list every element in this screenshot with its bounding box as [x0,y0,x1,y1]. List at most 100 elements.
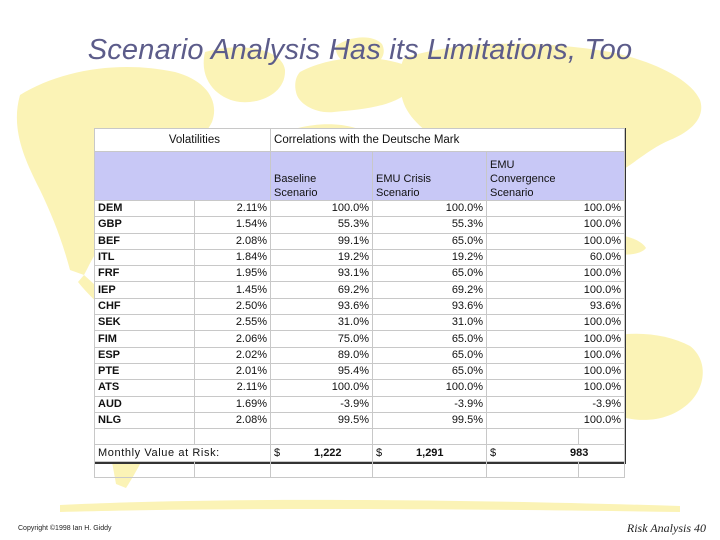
currency-rows: DEM 2.11% 100.0% 100.0% 100.0% GBP 1.54% 55.3% 5… [94,199,626,430]
var-crisis: $1,291 [372,444,488,462]
currency-code: DEM [94,199,195,218]
baseline-cell: 89.0% [270,346,374,364]
currency-code: ESP [94,346,195,364]
correlation-table: Volatilities Correlations with the Deuts… [93,128,626,479]
volatility-cell: 2.06% [193,330,272,348]
slide-title: Scenario Analysis Has its Limitations, T… [87,34,633,66]
volatility-cell: 2.11% [193,199,272,218]
baseline-cell: 93.1% [270,265,374,283]
emu-convergence-cell: -3.9% [486,395,626,413]
baseline-cell: 31.0% [270,314,374,332]
baseline-cell: 55.3% [270,216,374,234]
emu-convergence-cell: 100.0% [486,265,626,283]
volatility-cell: 2.08% [193,232,272,250]
baseline-cell: 99.1% [270,232,374,250]
currency-code: FRF [94,265,195,283]
var-baseline: $1,222 [270,444,374,462]
emu-crisis-cell: 65.0% [372,265,488,283]
emu-crisis-cell: 31.0% [372,314,488,332]
header-row-scenarios: Baseline Scenario EMU Crisis Scenario EMU C… [93,151,626,201]
volatilities-header: Volatilities [93,128,272,152]
emu-convergence-cell: 100.0% [486,314,626,332]
currency-code: PTE [94,362,195,381]
currency-code: GBP [94,216,195,234]
baseline-cell: 95.4% [270,362,374,381]
table-row: AUD 1.69% -3.9% -3.9% -3.9% [94,395,626,413]
volatility-cell: 1.54% [193,216,272,234]
emu-crisis-cell: 65.0% [372,330,488,348]
emu-convergence-cell: 100.0% [486,330,626,348]
correlations-header: Correlations with the Deutsche Mark [270,128,626,152]
emu-convergence-cell: 60.0% [486,248,626,267]
emu-crisis-cell: 100.0% [372,199,488,218]
emu-crisis-cell: 93.6% [372,297,488,316]
table-row: BEF 2.08% 99.1% 65.0% 100.0% [94,232,626,250]
monthly-var-label: Monthly Value at Risk: [93,444,272,462]
spacer-row [94,428,626,446]
table-row: ITL 1.84% 19.2% 19.2% 60.0% [94,248,626,267]
emu-crisis-cell: 19.2% [372,248,488,267]
emu-crisis-cell: 65.0% [372,346,488,364]
emu-convergence-cell: 100.0% [486,281,626,299]
emu-crisis-cell: 55.3% [372,216,488,234]
header-blank [93,151,272,201]
baseline-header: Baseline Scenario [270,151,374,201]
page-label: Risk Analysis 40 [626,521,706,535]
emu-crisis-cell: 65.0% [372,362,488,381]
volatility-cell: 1.45% [193,281,272,299]
volatility-cell: 1.84% [193,248,272,267]
emu-convergence-cell: 93.6% [486,297,626,316]
baseline-cell: 99.5% [270,411,374,430]
volatility-cell: 2.02% [193,346,272,364]
currency-code: BEF [94,232,195,250]
emu-convergence-cell: 100.0% [486,411,626,430]
volatility-cell: 1.95% [193,265,272,283]
emu-convergence-cell: 100.0% [486,379,626,397]
baseline-cell: 75.0% [270,330,374,348]
currency-code: SEK [94,314,195,332]
copyright-text: Copyright ©1998 Ian H. Giddy [18,525,112,532]
table-row: ESP 2.02% 89.0% 65.0% 100.0% [94,346,626,364]
header-row-top: Volatilities Correlations with the Deuts… [93,128,626,152]
table-row: NLG 2.08% 99.5% 99.5% 100.0% [94,411,626,430]
currency-code: IEP [94,281,195,299]
baseline-cell: -3.9% [270,395,374,413]
baseline-cell: 69.2% [270,281,374,299]
emu-crisis-cell: 65.0% [372,232,488,250]
baseline-cell: 19.2% [270,248,374,267]
table-row: CHF 2.50% 93.6% 93.6% 93.6% [94,297,626,316]
table-row: GBP 1.54% 55.3% 55.3% 100.0% [94,216,626,234]
currency-code: AUD [94,395,195,413]
table-row: ATS 2.11% 100.0% 100.0% 100.0% [94,379,626,397]
volatility-cell: 2.55% [193,314,272,332]
currency-code: FIM [94,330,195,348]
monthly-var-row: Monthly Value at Risk: $1,222 $1,291 $98… [93,444,626,462]
volatility-cell: 2.01% [193,362,272,381]
trailing-row [94,460,626,479]
table-row: DEM 2.11% 100.0% 100.0% 100.0% [94,199,626,218]
table-row: FIM 2.06% 75.0% 65.0% 100.0% [94,330,626,348]
volatility-cell: 2.08% [193,411,272,430]
table-row: IEP 1.45% 69.2% 69.2% 100.0% [94,281,626,299]
currency-code: ATS [94,379,195,397]
emu-convergence-cell: 100.0% [486,232,626,250]
volatility-cell: 2.50% [193,297,272,316]
currency-code: NLG [94,411,195,430]
emu-crisis-header: EMU Crisis Scenario [372,151,488,201]
currency-code: CHF [94,297,195,316]
volatility-cell: 2.11% [193,379,272,397]
table-row: FRF 1.95% 93.1% 65.0% 100.0% [94,265,626,283]
baseline-cell: 100.0% [270,199,374,218]
emu-convergence-header: EMU Convergence Scenario [486,151,626,201]
table-row: SEK 2.55% 31.0% 31.0% 100.0% [94,314,626,332]
emu-crisis-cell: 100.0% [372,379,488,397]
emu-convergence-cell: 100.0% [486,199,626,218]
emu-crisis-cell: 69.2% [372,281,488,299]
emu-convergence-cell: 100.0% [486,346,626,364]
emu-crisis-cell: 99.5% [372,411,488,430]
baseline-cell: 100.0% [270,379,374,397]
emu-convergence-cell: 100.0% [486,362,626,381]
baseline-cell: 93.6% [270,297,374,316]
emu-crisis-cell: -3.9% [372,395,488,413]
volatility-cell: 1.69% [193,395,272,413]
